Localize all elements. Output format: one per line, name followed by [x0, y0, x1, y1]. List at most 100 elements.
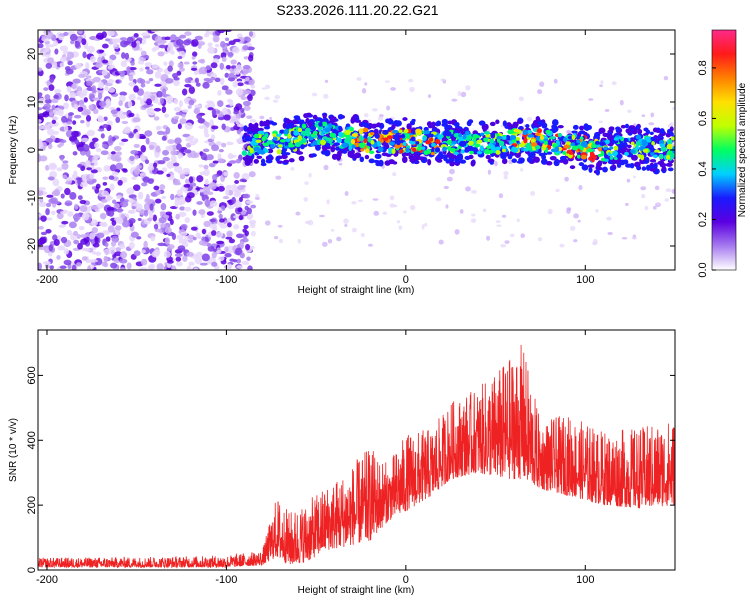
noise-speckle: [224, 246, 229, 253]
noise-speckle: [172, 162, 180, 167]
faint-speckle: [382, 211, 388, 216]
ridge-halo-blob: [559, 155, 567, 161]
noise-speckle: [218, 213, 223, 219]
noise-speckle: [160, 223, 167, 229]
ridge-halo-blob: [533, 156, 540, 163]
noise-speckle: [179, 173, 186, 180]
spectrogram-x-tick-label: -200: [36, 274, 58, 286]
noise-speckle: [151, 64, 159, 69]
noise-speckle: [101, 261, 107, 267]
faint-speckle: [273, 235, 279, 240]
noise-speckle: [73, 203, 79, 210]
noise-speckle: [95, 62, 103, 69]
noise-speckle: [101, 190, 110, 197]
ridge-halo-blob: [461, 128, 466, 132]
ridge-halo-blob: [470, 159, 476, 167]
noise-speckle: [128, 93, 136, 101]
noise-speckle: [140, 172, 147, 177]
noise-speckle: [196, 251, 203, 258]
faint-speckle: [344, 224, 348, 227]
noise-speckle: [51, 119, 57, 124]
noise-speckle: [77, 30, 83, 35]
noise-speckle: [162, 88, 167, 96]
noise-speckle: [238, 196, 243, 202]
noise-speckle: [165, 95, 174, 102]
ridge-halo-blob: [578, 162, 585, 167]
noise-speckle: [152, 214, 158, 222]
spectrogram-frame: [37, 29, 676, 271]
faint-speckle: [592, 238, 598, 245]
ridge-core-blob: [363, 138, 368, 144]
noise-speckle: [58, 224, 66, 228]
faint-speckle: [324, 79, 329, 83]
noise-speckle: [205, 65, 211, 71]
ridge-core-blob: [450, 147, 456, 153]
noise-speckle: [241, 172, 250, 181]
noise-speckle: [186, 192, 195, 199]
ridge-core-blob: [518, 143, 526, 148]
noise-speckle: [150, 235, 156, 242]
noise-speckle: [85, 75, 92, 79]
snr-ticks: -200 -100 0 100 0 200 400 600: [26, 330, 675, 586]
ridge-core-blob: [382, 129, 389, 135]
noise-speckle: [111, 220, 117, 226]
faint-speckle: [451, 98, 458, 102]
faint-speckle: [259, 115, 265, 120]
ridge-core-blob: [442, 146, 447, 152]
ridge-core-blob: [370, 140, 375, 145]
ridge-core-blob: [609, 146, 614, 150]
ridge-halo-blob: [242, 156, 248, 161]
faint-speckle: [264, 96, 270, 101]
ridge-halo-blob: [495, 119, 500, 125]
ridge-core-blob: [599, 141, 606, 146]
noise-speckle: [243, 105, 251, 111]
noise-speckle: [225, 184, 233, 190]
noise-speckle: [161, 195, 167, 200]
faint-speckle: [671, 188, 675, 194]
noise-speckle: [178, 100, 183, 108]
faint-speckle: [363, 113, 369, 118]
faint-speckle: [482, 208, 487, 213]
ridge-core-blob: [499, 140, 505, 147]
noise-speckle: [177, 123, 182, 130]
noise-speckle: [175, 39, 184, 46]
noise-speckle: [130, 231, 139, 238]
faint-speckle: [553, 78, 558, 84]
noise-speckle: [58, 109, 64, 117]
noise-speckle: [225, 37, 230, 42]
noise-speckle: [211, 125, 219, 130]
ridge-halo-blob: [298, 155, 305, 162]
noise-speckle: [206, 211, 214, 216]
ridge-halo-blob: [260, 162, 267, 167]
ridge-halo-blob: [394, 120, 402, 127]
noise-speckle: [38, 97, 46, 105]
noise-speckle: [111, 240, 117, 247]
noise-speckle: [241, 261, 250, 265]
noise-speckle: [226, 141, 234, 146]
ridge-core-blob: [428, 137, 434, 142]
noise-speckle: [141, 182, 148, 187]
snr-x-label: Height of straight line (km): [298, 585, 415, 596]
ridge-halo-blob: [368, 158, 375, 164]
noise-speckle: [218, 148, 224, 153]
ridge-core-blob: [273, 137, 278, 141]
noise-speckle: [121, 219, 131, 228]
faint-speckle: [445, 204, 449, 209]
noise-speckle: [176, 143, 182, 151]
spectrogram-x-tick-label: 100: [576, 274, 594, 286]
noise-speckle: [99, 222, 104, 226]
ridge-halo-blob: [466, 120, 472, 127]
ridge-halo-blob: [296, 151, 304, 155]
ridge-halo-blob: [616, 163, 622, 168]
noise-speckle: [85, 160, 91, 167]
ridge-halo-blob: [243, 125, 248, 132]
snr-x-tick-label: 0: [403, 574, 409, 586]
noise-speckle: [159, 97, 165, 105]
noise-speckle: [141, 32, 150, 37]
ridge-core-blob: [536, 128, 543, 134]
ridge-halo-blob: [502, 152, 507, 159]
noise-speckle: [79, 234, 88, 238]
spectrogram-marks: [38, 30, 675, 270]
noise-speckle: [164, 36, 171, 41]
ridge-core-blob: [579, 146, 584, 151]
